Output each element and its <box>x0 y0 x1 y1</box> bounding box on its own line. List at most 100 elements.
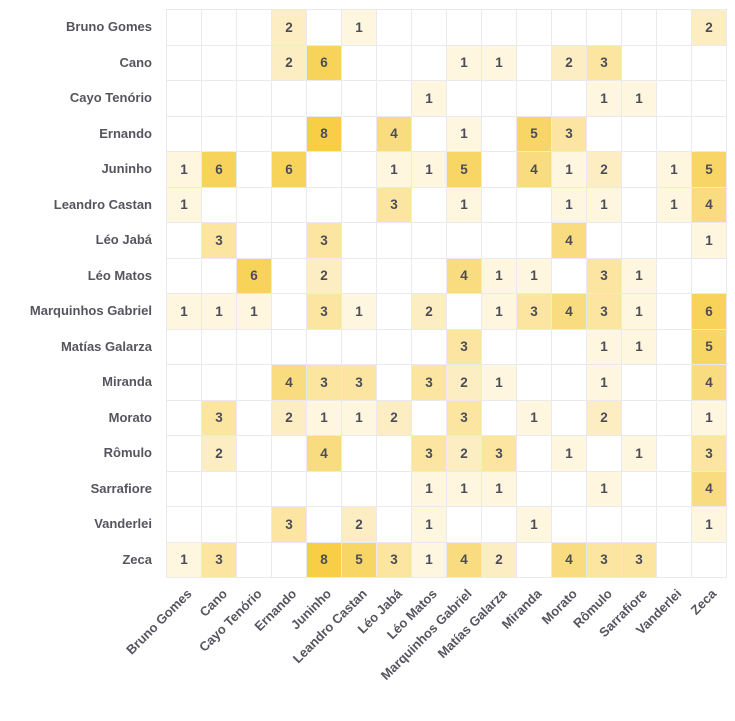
heatmap-cell[interactable]: 5 <box>517 116 551 151</box>
heatmap-cell[interactable]: 1 <box>587 81 621 116</box>
heatmap-cell[interactable]: 1 <box>622 294 656 329</box>
heatmap-cell[interactable] <box>167 365 201 400</box>
heatmap-cell[interactable] <box>482 223 516 258</box>
heatmap-cell[interactable]: 4 <box>552 223 586 258</box>
heatmap-cell[interactable] <box>657 471 691 506</box>
heatmap-cell[interactable] <box>237 365 271 400</box>
heatmap-cell[interactable] <box>377 507 411 542</box>
heatmap-cell[interactable]: 2 <box>377 400 411 435</box>
heatmap-cell[interactable] <box>167 45 201 80</box>
heatmap-cell[interactable] <box>167 258 201 293</box>
heatmap-cell[interactable]: 1 <box>202 294 236 329</box>
heatmap-cell[interactable] <box>377 45 411 80</box>
heatmap-cell[interactable]: 6 <box>202 152 236 187</box>
heatmap-cell[interactable]: 4 <box>552 542 586 577</box>
heatmap-cell[interactable]: 3 <box>587 294 621 329</box>
heatmap-cell[interactable] <box>447 223 481 258</box>
heatmap-cell[interactable]: 1 <box>622 329 656 364</box>
heatmap-cell[interactable] <box>237 45 271 80</box>
heatmap-cell[interactable] <box>237 152 271 187</box>
heatmap-cell[interactable]: 1 <box>447 116 481 151</box>
heatmap-cell[interactable]: 3 <box>272 507 306 542</box>
heatmap-cell[interactable] <box>167 223 201 258</box>
heatmap-cell[interactable] <box>167 471 201 506</box>
heatmap-cell[interactable] <box>622 365 656 400</box>
heatmap-cell[interactable]: 8 <box>307 542 341 577</box>
heatmap-cell[interactable]: 3 <box>202 223 236 258</box>
heatmap-cell[interactable]: 1 <box>412 81 446 116</box>
heatmap-cell[interactable] <box>377 329 411 364</box>
heatmap-cell[interactable] <box>377 10 411 45</box>
heatmap-cell[interactable] <box>587 10 621 45</box>
heatmap-cell[interactable] <box>167 10 201 45</box>
heatmap-cell[interactable] <box>517 187 551 222</box>
heatmap-cell[interactable] <box>692 81 726 116</box>
heatmap-cell[interactable]: 3 <box>587 258 621 293</box>
heatmap-cell[interactable] <box>657 400 691 435</box>
heatmap-cell[interactable]: 3 <box>412 436 446 471</box>
heatmap-cell[interactable]: 2 <box>272 400 306 435</box>
heatmap-cell[interactable] <box>202 45 236 80</box>
heatmap-cell[interactable]: 4 <box>692 187 726 222</box>
heatmap-cell[interactable]: 5 <box>342 542 376 577</box>
heatmap-cell[interactable] <box>482 152 516 187</box>
heatmap-cell[interactable] <box>657 81 691 116</box>
heatmap-cell[interactable] <box>657 45 691 80</box>
heatmap-cell[interactable]: 3 <box>412 365 446 400</box>
heatmap-cell[interactable]: 2 <box>342 507 376 542</box>
heatmap-cell[interactable] <box>342 436 376 471</box>
heatmap-cell[interactable] <box>692 258 726 293</box>
heatmap-cell[interactable]: 1 <box>412 507 446 542</box>
heatmap-cell[interactable] <box>622 10 656 45</box>
heatmap-cell[interactable]: 4 <box>552 294 586 329</box>
heatmap-cell[interactable] <box>692 116 726 151</box>
heatmap-cell[interactable] <box>167 436 201 471</box>
heatmap-cell[interactable] <box>552 258 586 293</box>
heatmap-cell[interactable]: 6 <box>272 152 306 187</box>
heatmap-cell[interactable]: 3 <box>692 436 726 471</box>
heatmap-cell[interactable]: 1 <box>622 258 656 293</box>
heatmap-cell[interactable]: 1 <box>482 365 516 400</box>
heatmap-cell[interactable]: 3 <box>307 223 341 258</box>
heatmap-cell[interactable] <box>622 471 656 506</box>
heatmap-cell[interactable]: 1 <box>587 365 621 400</box>
heatmap-cell[interactable] <box>517 365 551 400</box>
heatmap-cell[interactable] <box>202 187 236 222</box>
heatmap-cell[interactable] <box>447 81 481 116</box>
heatmap-cell[interactable] <box>412 45 446 80</box>
heatmap-cell[interactable]: 1 <box>552 436 586 471</box>
heatmap-cell[interactable] <box>517 542 551 577</box>
heatmap-cell[interactable] <box>202 10 236 45</box>
heatmap-cell[interactable] <box>237 471 271 506</box>
heatmap-cell[interactable] <box>622 152 656 187</box>
heatmap-cell[interactable] <box>587 436 621 471</box>
heatmap-cell[interactable] <box>482 81 516 116</box>
heatmap-cell[interactable]: 3 <box>482 436 516 471</box>
heatmap-cell[interactable]: 1 <box>692 507 726 542</box>
heatmap-cell[interactable] <box>237 542 271 577</box>
heatmap-cell[interactable] <box>657 507 691 542</box>
heatmap-cell[interactable]: 2 <box>447 436 481 471</box>
heatmap-cell[interactable] <box>552 81 586 116</box>
heatmap-cell[interactable] <box>622 116 656 151</box>
heatmap-cell[interactable]: 1 <box>412 152 446 187</box>
heatmap-cell[interactable]: 1 <box>482 45 516 80</box>
heatmap-cell[interactable]: 1 <box>482 258 516 293</box>
heatmap-cell[interactable]: 1 <box>657 187 691 222</box>
heatmap-cell[interactable] <box>307 329 341 364</box>
heatmap-cell[interactable]: 8 <box>307 116 341 151</box>
heatmap-cell[interactable]: 1 <box>307 400 341 435</box>
heatmap-cell[interactable] <box>272 542 306 577</box>
heatmap-cell[interactable]: 6 <box>307 45 341 80</box>
heatmap-cell[interactable]: 1 <box>587 187 621 222</box>
heatmap-cell[interactable]: 3 <box>447 400 481 435</box>
heatmap-cell[interactable] <box>587 507 621 542</box>
heatmap-cell[interactable] <box>657 294 691 329</box>
heatmap-cell[interactable] <box>377 223 411 258</box>
heatmap-cell[interactable] <box>692 542 726 577</box>
heatmap-cell[interactable] <box>587 116 621 151</box>
heatmap-cell[interactable]: 6 <box>237 258 271 293</box>
heatmap-cell[interactable] <box>412 223 446 258</box>
heatmap-cell[interactable]: 3 <box>342 365 376 400</box>
heatmap-cell[interactable] <box>272 294 306 329</box>
